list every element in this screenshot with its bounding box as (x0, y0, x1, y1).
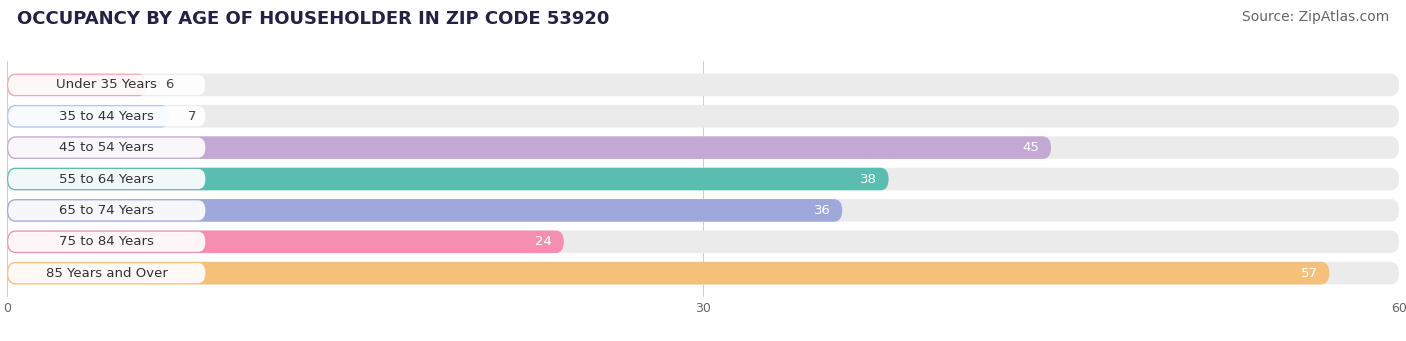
FancyBboxPatch shape (7, 105, 1399, 128)
Text: Source: ZipAtlas.com: Source: ZipAtlas.com (1241, 10, 1389, 24)
FancyBboxPatch shape (8, 232, 205, 252)
Text: 36: 36 (814, 204, 831, 217)
Text: 65 to 74 Years: 65 to 74 Years (59, 204, 155, 217)
Text: 35 to 44 Years: 35 to 44 Years (59, 110, 155, 123)
Text: Under 35 Years: Under 35 Years (56, 78, 157, 91)
Text: 45 to 54 Years: 45 to 54 Years (59, 141, 155, 154)
Text: 85 Years and Over: 85 Years and Over (46, 267, 167, 280)
Text: 75 to 84 Years: 75 to 84 Years (59, 235, 155, 248)
FancyBboxPatch shape (7, 168, 1399, 190)
FancyBboxPatch shape (8, 106, 205, 126)
Text: 38: 38 (860, 173, 877, 186)
FancyBboxPatch shape (7, 199, 1399, 222)
FancyBboxPatch shape (8, 263, 205, 283)
Text: 7: 7 (188, 110, 197, 123)
FancyBboxPatch shape (8, 138, 205, 158)
FancyBboxPatch shape (7, 136, 1399, 159)
Text: 45: 45 (1022, 141, 1039, 154)
FancyBboxPatch shape (7, 105, 170, 128)
FancyBboxPatch shape (7, 136, 1052, 159)
FancyBboxPatch shape (8, 75, 205, 95)
FancyBboxPatch shape (7, 231, 1399, 253)
FancyBboxPatch shape (7, 74, 146, 96)
FancyBboxPatch shape (8, 201, 205, 220)
Text: OCCUPANCY BY AGE OF HOUSEHOLDER IN ZIP CODE 53920: OCCUPANCY BY AGE OF HOUSEHOLDER IN ZIP C… (17, 10, 609, 28)
FancyBboxPatch shape (7, 168, 889, 190)
FancyBboxPatch shape (8, 169, 205, 189)
Text: 6: 6 (165, 78, 173, 91)
Text: 24: 24 (536, 235, 553, 248)
FancyBboxPatch shape (7, 74, 1399, 96)
Text: 55 to 64 Years: 55 to 64 Years (59, 173, 155, 186)
FancyBboxPatch shape (7, 262, 1399, 284)
FancyBboxPatch shape (7, 262, 1330, 284)
FancyBboxPatch shape (7, 231, 564, 253)
FancyBboxPatch shape (7, 199, 842, 222)
Text: 57: 57 (1301, 267, 1317, 280)
